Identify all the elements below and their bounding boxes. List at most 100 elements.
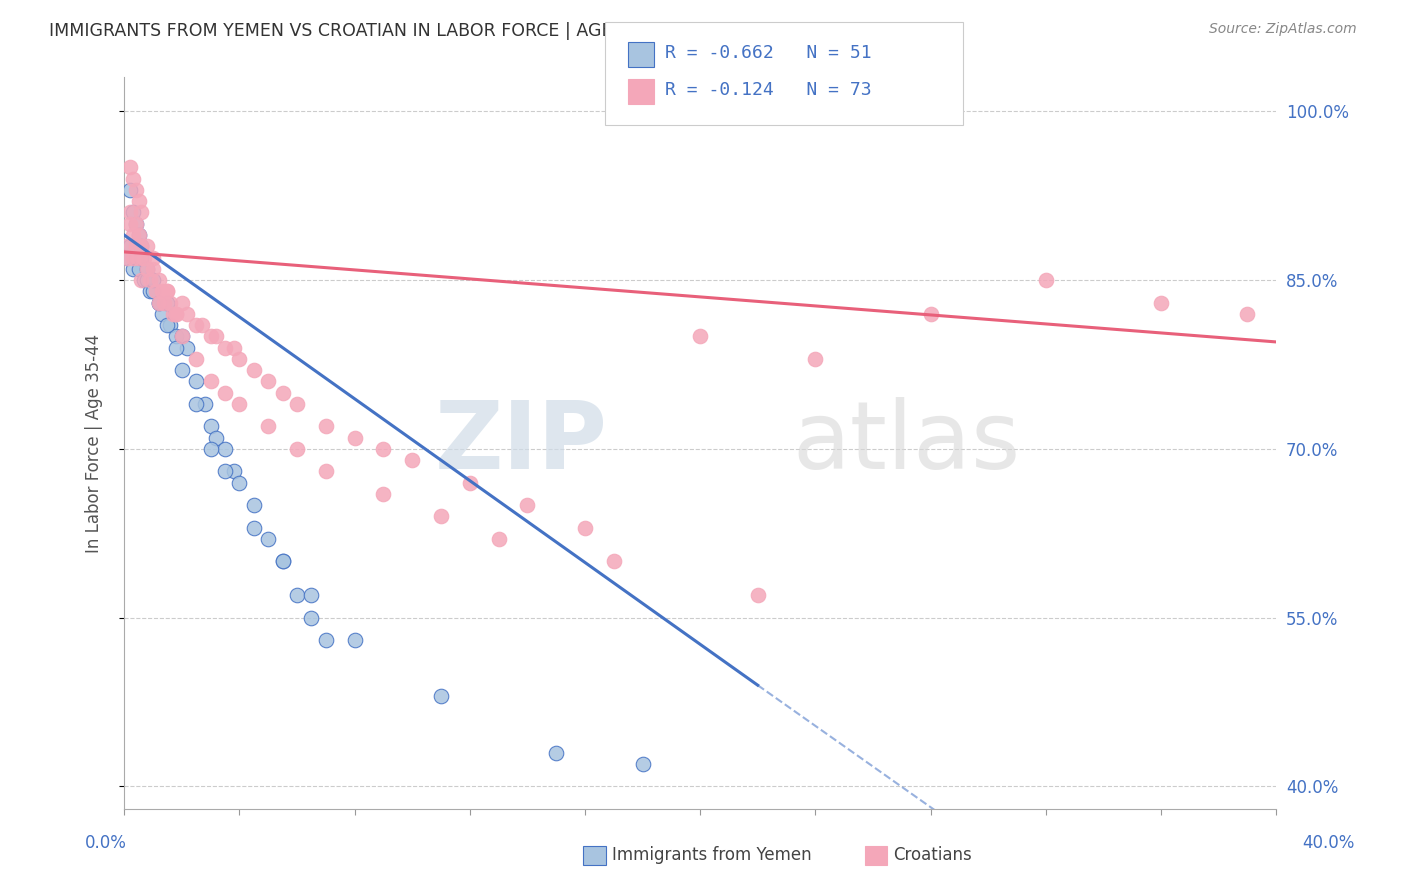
Point (153, 295, 176, 310)
Point (131, 239, 153, 253)
Point (148, 295, 170, 310)
Point (170, 295, 193, 310)
Point (118, 161, 141, 175)
Point (430, 509, 453, 524)
Point (191, 318, 214, 332)
Point (299, 610, 322, 624)
Point (170, 329, 193, 343)
Point (176, 307, 198, 321)
Point (214, 341, 236, 355)
Point (228, 397, 250, 411)
Point (156, 318, 179, 332)
Point (115, 239, 138, 253)
Text: IMMIGRANTS FROM YEMEN VS CROATIAN IN LABOR FORCE | AGE 35-44 CORRELATION CHART: IMMIGRANTS FROM YEMEN VS CROATIAN IN LAB… (49, 22, 862, 40)
Point (343, 431, 366, 445)
Point (115, 251, 138, 265)
Point (134, 251, 156, 265)
Point (804, 351, 827, 366)
Point (602, 554, 624, 568)
Point (1150, 295, 1173, 310)
Point (285, 588, 308, 602)
Point (343, 633, 366, 648)
Point (159, 318, 181, 332)
Point (631, 756, 654, 771)
Point (242, 498, 264, 512)
Point (142, 285, 165, 299)
Point (194, 397, 217, 411)
Point (145, 285, 167, 299)
Point (118, 217, 141, 231)
Point (159, 295, 181, 310)
Point (142, 273, 165, 287)
Point (124, 251, 146, 265)
Point (148, 273, 170, 287)
Point (121, 227, 143, 242)
Point (148, 295, 170, 310)
Point (200, 329, 222, 343)
Point (184, 318, 207, 332)
Point (162, 307, 184, 321)
Point (165, 307, 187, 321)
Point (128, 227, 150, 242)
Point (920, 307, 942, 321)
Point (170, 329, 193, 343)
Point (134, 273, 156, 287)
Point (128, 261, 150, 276)
Point (430, 690, 453, 704)
Point (184, 397, 207, 411)
Point (136, 261, 159, 276)
Point (214, 385, 236, 400)
Point (205, 329, 228, 343)
Point (128, 251, 150, 265)
Y-axis label: In Labor Force | Age 35-44: In Labor Force | Age 35-44 (86, 334, 103, 553)
Point (242, 521, 264, 535)
Point (131, 239, 153, 253)
Point (124, 217, 146, 231)
Text: Immigrants from Yemen: Immigrants from Yemen (612, 846, 811, 863)
Point (142, 251, 165, 265)
Point (150, 285, 173, 299)
Point (148, 295, 170, 310)
Point (131, 205, 153, 219)
Point (271, 385, 294, 400)
Text: R = -0.124   N = 73: R = -0.124 N = 73 (665, 81, 872, 99)
Point (1035, 273, 1057, 287)
Point (124, 239, 146, 253)
Point (150, 307, 173, 321)
Point (228, 351, 250, 366)
Point (170, 363, 193, 377)
Point (200, 419, 222, 434)
Point (200, 374, 222, 388)
Point (222, 464, 245, 478)
Text: 0.0%: 0.0% (84, 834, 127, 852)
Point (121, 171, 143, 186)
Point (242, 363, 264, 377)
Text: 40.0%: 40.0% (1302, 834, 1355, 852)
Point (546, 746, 568, 760)
Point (205, 431, 228, 445)
Point (257, 419, 280, 434)
Point (488, 532, 510, 546)
Point (118, 183, 141, 197)
Point (142, 261, 165, 276)
Point (373, 487, 395, 501)
Point (285, 397, 308, 411)
Point (271, 554, 294, 568)
Point (156, 285, 179, 299)
Point (131, 251, 153, 265)
Point (458, 475, 481, 490)
Point (131, 273, 153, 287)
Point (128, 227, 150, 242)
Point (200, 442, 222, 456)
Point (118, 205, 141, 219)
Text: Croatians: Croatians (893, 846, 972, 863)
Point (139, 273, 162, 287)
Point (136, 261, 159, 276)
Point (271, 554, 294, 568)
Point (315, 419, 337, 434)
Point (516, 498, 538, 512)
Point (165, 341, 187, 355)
Point (121, 251, 143, 265)
Text: Source: ZipAtlas.com: Source: ZipAtlas.com (1209, 22, 1357, 37)
Point (128, 194, 150, 209)
